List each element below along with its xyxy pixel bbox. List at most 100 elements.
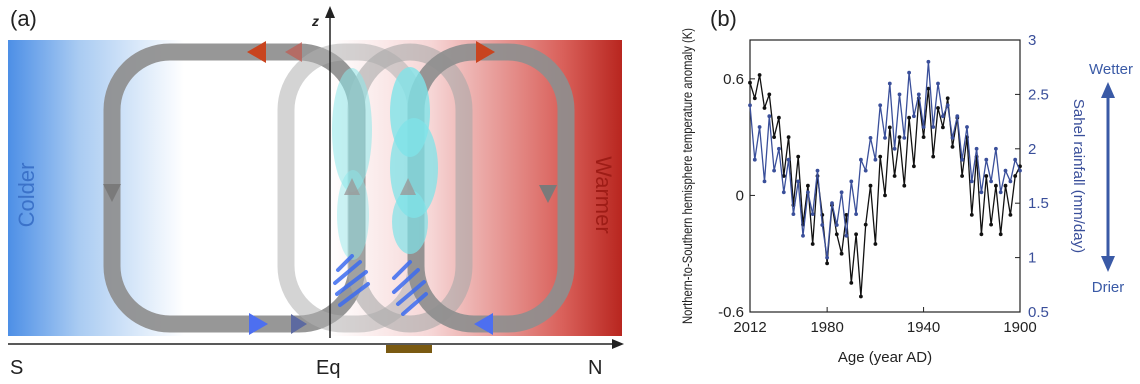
rainfall-data-point — [859, 157, 863, 162]
rainfall-data-point — [955, 114, 960, 119]
temperature-data-point — [936, 106, 940, 110]
rainfall-data-point — [752, 157, 757, 162]
temperature-data-point — [912, 164, 916, 169]
rainfall-data-point — [974, 146, 979, 151]
left-tick-label: 0 — [736, 187, 744, 204]
right-axis-ticks: 3 2.5 2 1.5 1 0.5 — [1015, 32, 1049, 321]
rainfall-data-point — [1013, 157, 1018, 162]
horizontal-axis-arrow-icon — [612, 339, 624, 349]
temperature-data-point — [786, 135, 791, 140]
rainfall-data-point — [868, 136, 873, 140]
down-arrow-icon — [1101, 256, 1115, 272]
right-tick-label: 1.5 — [1028, 195, 1049, 212]
upward-arrow-icon — [400, 178, 416, 195]
rainfall-data-point — [873, 157, 878, 162]
rainfall-data-point — [863, 168, 868, 173]
left-tick-label: -0.6 — [718, 304, 744, 321]
rainfall-data-point — [965, 125, 969, 129]
rainfall-data-point — [815, 168, 820, 173]
rainfall-data-point — [912, 114, 916, 119]
temperature-data-point — [844, 213, 849, 217]
warmer-label: Warmer — [591, 156, 616, 233]
rainfall-data-point — [762, 179, 767, 184]
left-axis-title: Northern-to-Southern hemisphere temperat… — [680, 28, 695, 324]
poleward-arrow-icon — [476, 41, 495, 63]
drier-label: Drier — [1092, 279, 1125, 296]
temperature-data-point — [752, 96, 757, 101]
temperature-data-point — [796, 154, 801, 159]
rainfall-data-point — [772, 168, 776, 173]
rainfall-data-point — [960, 157, 964, 162]
temperature-data-point — [945, 96, 950, 101]
rainfall-data-point — [796, 179, 801, 184]
temperature-data-point — [834, 232, 839, 237]
rainfall-data-point — [1018, 168, 1022, 173]
rainfall-data-point — [979, 190, 984, 195]
rainfall-data-point — [892, 146, 897, 151]
panel-b-label: (b) — [710, 6, 737, 31]
warm-background — [328, 40, 622, 336]
temperature-data-point — [950, 145, 955, 149]
rainfall-data-point — [916, 92, 921, 97]
rainfall-data-point — [984, 157, 989, 162]
north-label: N — [588, 357, 602, 379]
rainfall-data-point — [781, 190, 786, 195]
sahel-marker — [386, 345, 432, 353]
convection-cloud — [332, 68, 372, 192]
left-tick-label: 0.6 — [723, 71, 744, 88]
temperature-data-point — [767, 92, 772, 97]
equator-label: Eq — [316, 357, 340, 379]
rainfall-data-point — [907, 70, 911, 75]
rainfall-data-point — [844, 233, 849, 238]
temperature-data-point — [897, 135, 902, 140]
equatorward-arrow-icon — [474, 313, 493, 335]
rainfall-data-point — [757, 125, 762, 129]
panel-a-label: (a) — [10, 6, 37, 31]
rainfall-data-point — [854, 212, 858, 217]
temperature-data-point — [878, 154, 883, 159]
temperature-data-point — [859, 294, 863, 299]
rain-icon — [333, 254, 428, 316]
right-tick-label: 2 — [1028, 141, 1036, 158]
rainfall-data-point — [921, 125, 926, 129]
rainfall-data-point — [820, 223, 825, 227]
temperature-data-point — [839, 251, 844, 256]
right-tick-label: 2.5 — [1028, 86, 1049, 103]
temperature-data-point — [825, 261, 829, 266]
convection-cloud — [337, 170, 369, 260]
temperature-data-point — [806, 183, 810, 188]
rainfall-data-point — [945, 103, 950, 108]
temperature-data-point — [989, 222, 993, 227]
upward-arrow-icon — [344, 178, 360, 195]
rainfall-data-point — [941, 114, 945, 119]
right-tick-label: 1 — [1028, 250, 1036, 267]
x-tick-label: 1940 — [907, 319, 940, 336]
rainfall-data-point — [878, 103, 883, 108]
temperature-data-point — [757, 73, 762, 77]
wetter-label: Wetter — [1089, 61, 1133, 78]
x-tick-label: 1900 — [1003, 319, 1036, 336]
rainfall-data-point — [810, 212, 815, 217]
temperature-data-point — [810, 242, 815, 246]
up-arrow-icon — [1101, 82, 1115, 98]
rainfall-data-point — [1008, 179, 1013, 184]
temperature-data-point — [984, 174, 989, 178]
rainfall-data-point — [994, 146, 998, 151]
colder-label: Colder — [14, 163, 39, 228]
rainfall-data-point — [989, 179, 993, 184]
rainfall-data-point — [777, 146, 781, 151]
rainfall-data-point — [839, 190, 844, 195]
z-axis-label: z — [311, 13, 319, 29]
rainfall-data-point — [767, 114, 772, 119]
rainfall-data-point — [950, 136, 955, 140]
convection-cloud — [392, 190, 428, 254]
panel-b: (b) 2012 1980 1940 1900 0.6 0 -0.6 3 2.5 2 1.5 1 0… — [680, 6, 1133, 366]
rainfall-data-point — [936, 81, 940, 86]
plot-frame — [749, 39, 1021, 313]
rainfall-data-point — [931, 125, 936, 129]
rainfall-data-point — [748, 103, 752, 108]
rainfall-data-point — [825, 255, 829, 260]
temperature-data-point — [1008, 213, 1013, 217]
temperature-data-point — [883, 193, 887, 198]
